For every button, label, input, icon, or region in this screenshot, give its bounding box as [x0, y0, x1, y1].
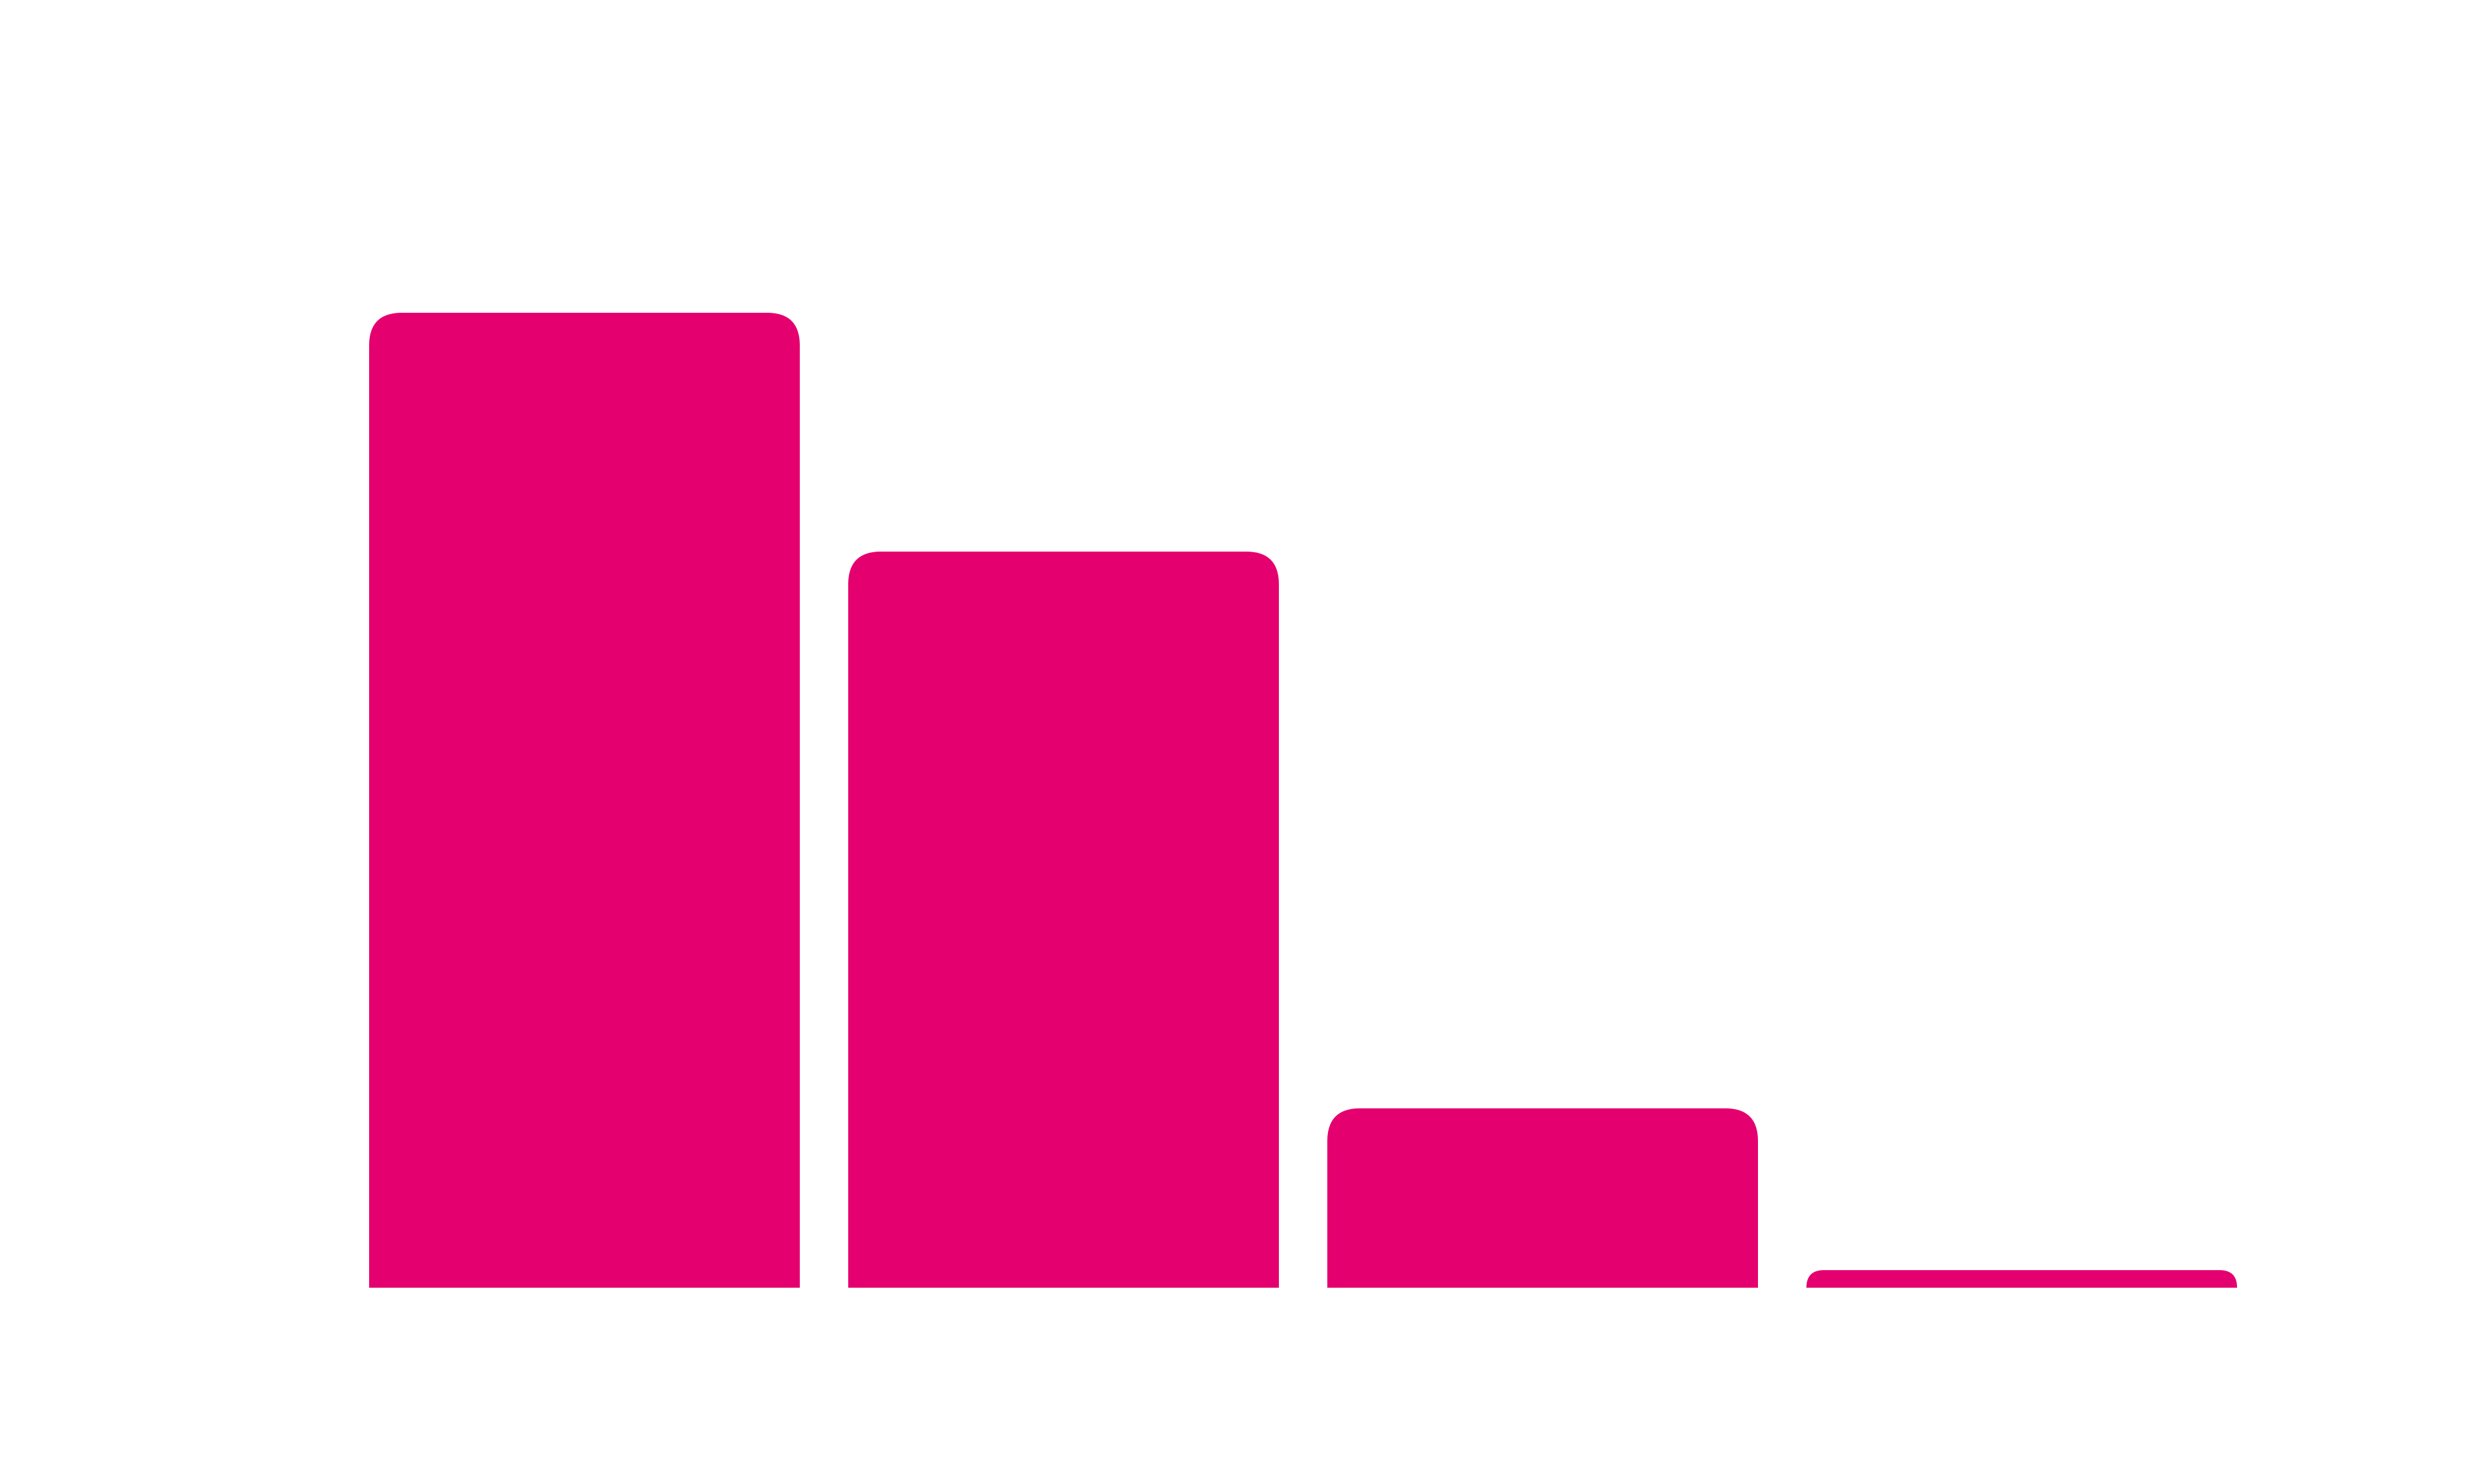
bar-3 [1327, 1108, 1758, 1288]
bar-4 [1806, 1270, 2237, 1288]
bars-group [369, 313, 2237, 1288]
bar-1 [369, 313, 800, 1288]
bar-2 [848, 552, 1279, 1288]
